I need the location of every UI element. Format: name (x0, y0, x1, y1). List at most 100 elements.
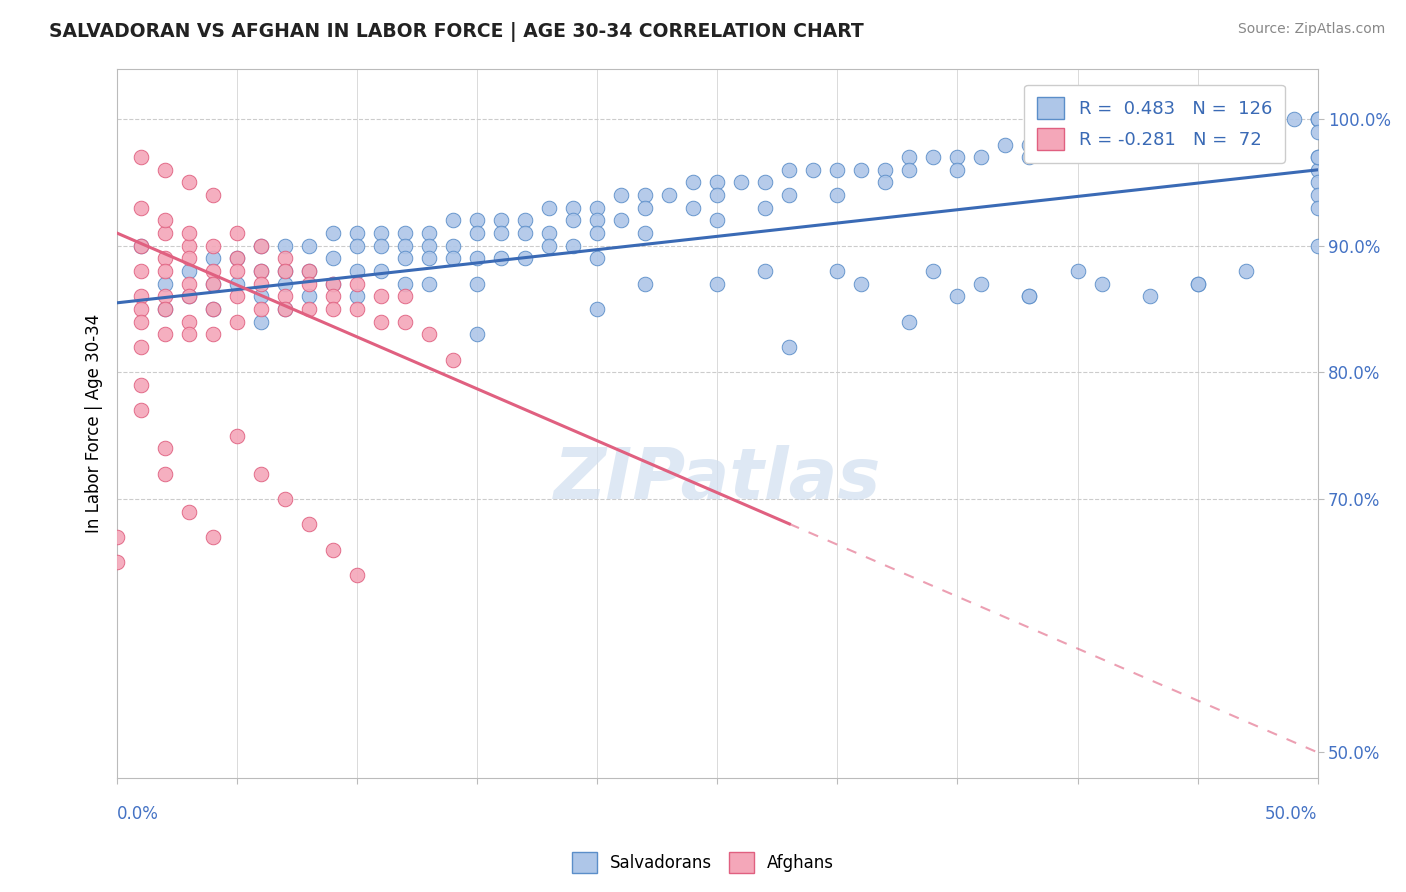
Point (491, 213, 513, 227)
Point (153, 226, 176, 240)
Point (105, 530, 128, 544)
Point (274, 492, 297, 507)
Point (1258, 112, 1281, 127)
Point (129, 150, 152, 164)
Point (1234, 125, 1257, 139)
Point (179, 327, 201, 342)
Point (418, 239, 440, 253)
Point (682, 176, 704, 190)
Point (610, 213, 633, 227)
Text: ZIPatlas: ZIPatlas (554, 445, 882, 515)
Point (129, 289, 152, 303)
Point (1282, 112, 1305, 127)
Point (515, 213, 537, 227)
Point (465, 226, 488, 240)
Point (250, 289, 273, 303)
Point (562, 213, 585, 227)
Point (634, 201, 657, 215)
Point (322, 226, 344, 240)
Point (441, 252, 464, 266)
Point (1139, 289, 1161, 303)
Text: Source: ZipAtlas.com: Source: ZipAtlas.com (1237, 22, 1385, 37)
Point (179, 226, 201, 240)
Point (1234, 112, 1257, 127)
Point (322, 277, 344, 291)
Point (129, 239, 152, 253)
Point (1090, 277, 1112, 291)
Point (226, 226, 249, 240)
Point (1306, 125, 1329, 139)
Point (1090, 125, 1112, 139)
Point (875, 162, 897, 177)
Point (706, 277, 728, 291)
Legend: Salvadorans, Afghans: Salvadorans, Afghans (565, 846, 841, 880)
Point (322, 277, 344, 291)
Point (418, 226, 440, 240)
Point (129, 201, 152, 215)
Point (898, 150, 921, 164)
Point (827, 162, 849, 177)
Point (129, 340, 152, 354)
Point (754, 264, 776, 278)
Point (827, 188, 849, 202)
Point (922, 150, 945, 164)
Point (586, 252, 609, 266)
Point (226, 252, 249, 266)
Point (322, 289, 344, 303)
Point (1306, 176, 1329, 190)
Point (274, 277, 297, 291)
Point (1163, 137, 1185, 152)
Point (491, 226, 513, 240)
Point (153, 302, 176, 317)
Point (274, 264, 297, 278)
Point (586, 213, 609, 227)
Point (250, 277, 273, 291)
Point (298, 264, 321, 278)
Text: 0.0%: 0.0% (117, 805, 159, 823)
Point (298, 517, 321, 532)
Point (1306, 112, 1329, 127)
Point (370, 289, 392, 303)
Point (298, 264, 321, 278)
Point (153, 277, 176, 291)
Point (1066, 264, 1088, 278)
Point (298, 239, 321, 253)
Point (129, 302, 152, 317)
Point (129, 315, 152, 329)
Point (754, 176, 776, 190)
Point (394, 315, 416, 329)
Point (202, 302, 225, 317)
Point (418, 277, 440, 291)
Point (946, 289, 969, 303)
Point (394, 239, 416, 253)
Point (129, 264, 152, 278)
Point (346, 302, 368, 317)
Point (1306, 112, 1329, 127)
Point (562, 239, 585, 253)
Text: 50.0%: 50.0% (1265, 805, 1317, 823)
Point (370, 239, 392, 253)
Point (658, 188, 681, 202)
Point (851, 277, 873, 291)
Point (202, 327, 225, 342)
Point (586, 201, 609, 215)
Point (250, 302, 273, 317)
Point (202, 252, 225, 266)
Point (274, 302, 297, 317)
Point (1211, 112, 1233, 127)
Point (418, 252, 440, 266)
Point (274, 252, 297, 266)
Point (1163, 125, 1185, 139)
Point (202, 188, 225, 202)
Point (465, 213, 488, 227)
Point (465, 252, 488, 266)
Point (274, 289, 297, 303)
Point (1306, 150, 1329, 164)
Point (179, 315, 201, 329)
Point (562, 201, 585, 215)
Point (179, 176, 201, 190)
Point (153, 289, 176, 303)
Point (105, 556, 128, 570)
Point (274, 264, 297, 278)
Point (418, 327, 440, 342)
